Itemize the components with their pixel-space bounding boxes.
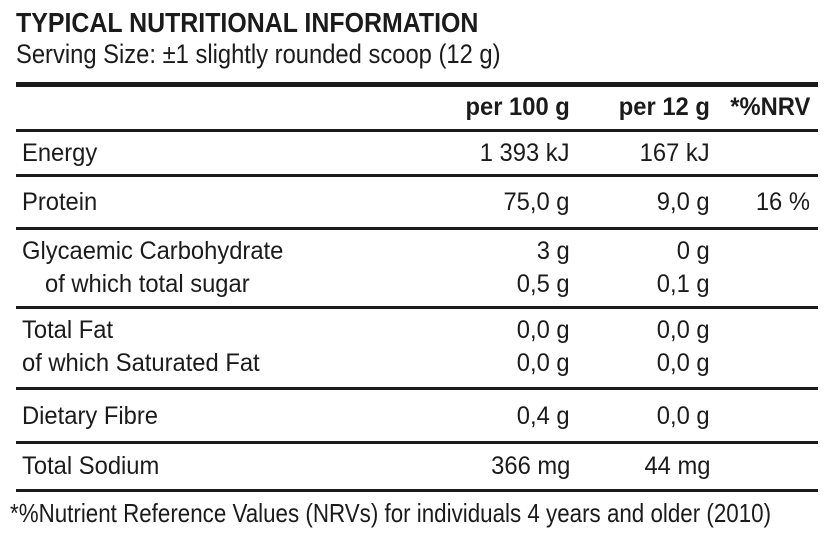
nrv-footnote: *%Nutrient Reference Values (NRVs) for i… — [10, 492, 818, 528]
nutrient-label: Total Fat — [22, 316, 114, 344]
nrv-value — [710, 235, 818, 268]
table-header-row: per 100 g per 12 g *%NRV — [16, 87, 818, 132]
table-row-protein: Protein 75,0 g 9,0 g 16 % — [16, 186, 818, 219]
table-row-glycaemic-carbohydrate: Glycaemic Carbohydrate 3 g 0 g — [16, 235, 818, 268]
per-12g-value: 0,0 g — [657, 349, 710, 377]
nutrient-label: Total Sodium — [22, 452, 160, 480]
nrv-value — [710, 137, 818, 170]
per-12g-value: 0,1 g — [657, 270, 710, 298]
table-row-total-fat: Total Fat 0,0 g 0,0 g — [16, 314, 818, 347]
column-header-nrv-text: *%NRV — [729, 93, 810, 121]
nrv-value — [710, 314, 818, 347]
nutrient-label: Protein — [22, 188, 98, 216]
per-12g-value: 0 g — [676, 237, 710, 265]
serving-size: Serving Size: ±1 slightly rounded scoop … — [16, 40, 818, 68]
table-row-dietary-fibre: Dietary Fibre 0,4 g 0,0 g — [16, 400, 818, 433]
nrv-value — [710, 347, 818, 380]
per-100g-value: 0,4 g — [517, 402, 570, 430]
nutrient-label: Energy — [22, 139, 98, 167]
nrv-value — [710, 450, 818, 483]
column-header-per-100g-text: per 100 g — [465, 93, 570, 121]
per-100g-value: 0,0 g — [517, 316, 570, 344]
column-header-nutrient — [16, 91, 420, 124]
per-12g-value: 0,0 g — [657, 316, 710, 344]
column-header-per-12g-text: per 12 g — [618, 93, 710, 121]
per-12g-value: 9,0 g — [657, 188, 710, 216]
table-row-total-sodium: Total Sodium 366 mg 44 mg — [16, 450, 818, 483]
per-100g-value: 75,0 g — [503, 188, 570, 216]
page-title-text: TYPICAL NUTRITIONAL INFORMATION — [16, 7, 479, 38]
row-group-carbohydrate: Glycaemic Carbohydrate 3 g 0 g of which … — [16, 230, 818, 309]
column-header-per-12g: per 12 g — [570, 91, 710, 124]
per-100g-value: 1 393 kJ — [480, 139, 570, 167]
nutrient-label: Dietary Fibre — [22, 402, 158, 430]
per-100g-value: 0,5 g — [517, 270, 570, 298]
per-100g-value: 3 g — [536, 237, 570, 265]
row-group-energy: Energy 1 393 kJ 167 kJ — [16, 132, 818, 177]
per-12g-value: 167 kJ — [640, 139, 710, 167]
table-row-saturated-fat: of which Saturated Fat 0,0 g 0,0 g — [16, 347, 818, 380]
nutrient-sublabel: of which Saturated Fat — [22, 349, 260, 377]
column-header-per-100g: per 100 g — [420, 91, 570, 124]
column-header-nrv: *%NRV — [710, 91, 818, 124]
row-group-fat: Total Fat 0,0 g 0,0 g of which Saturated… — [16, 309, 818, 390]
per-12g-value: 44 mg — [643, 452, 710, 480]
nutrition-table: per 100 g per 12 g *%NRV Energy 1 393 kJ… — [16, 82, 818, 492]
per-100g-value: 0,0 g — [517, 349, 570, 377]
per-12g-value: 0,0 g — [657, 402, 710, 430]
nrv-footnote-text: *%Nutrient Reference Values (NRVs) for i… — [10, 498, 772, 528]
nutrient-label: Glycaemic Carbohydrate — [22, 237, 284, 265]
page-title: TYPICAL NUTRITIONAL INFORMATION — [16, 7, 818, 38]
table-row-energy: Energy 1 393 kJ 167 kJ — [16, 137, 818, 170]
nrv-value — [710, 268, 818, 301]
nutrient-sublabel: of which total sugar — [45, 270, 250, 298]
row-group-fibre: Dietary Fibre 0,4 g 0,0 g — [16, 390, 818, 444]
nrv-value: 16 % — [755, 188, 810, 216]
row-group-sodium: Total Sodium 366 mg 44 mg — [16, 444, 818, 492]
table-row-total-sugar: of which total sugar 0,5 g 0,1 g — [16, 268, 818, 301]
per-100g-value: 366 mg — [490, 452, 570, 480]
nrv-value — [710, 400, 818, 433]
row-group-protein: Protein 75,0 g 9,0 g 16 % — [16, 177, 818, 230]
serving-size-text: Serving Size: ±1 slightly rounded scoop … — [16, 39, 501, 69]
